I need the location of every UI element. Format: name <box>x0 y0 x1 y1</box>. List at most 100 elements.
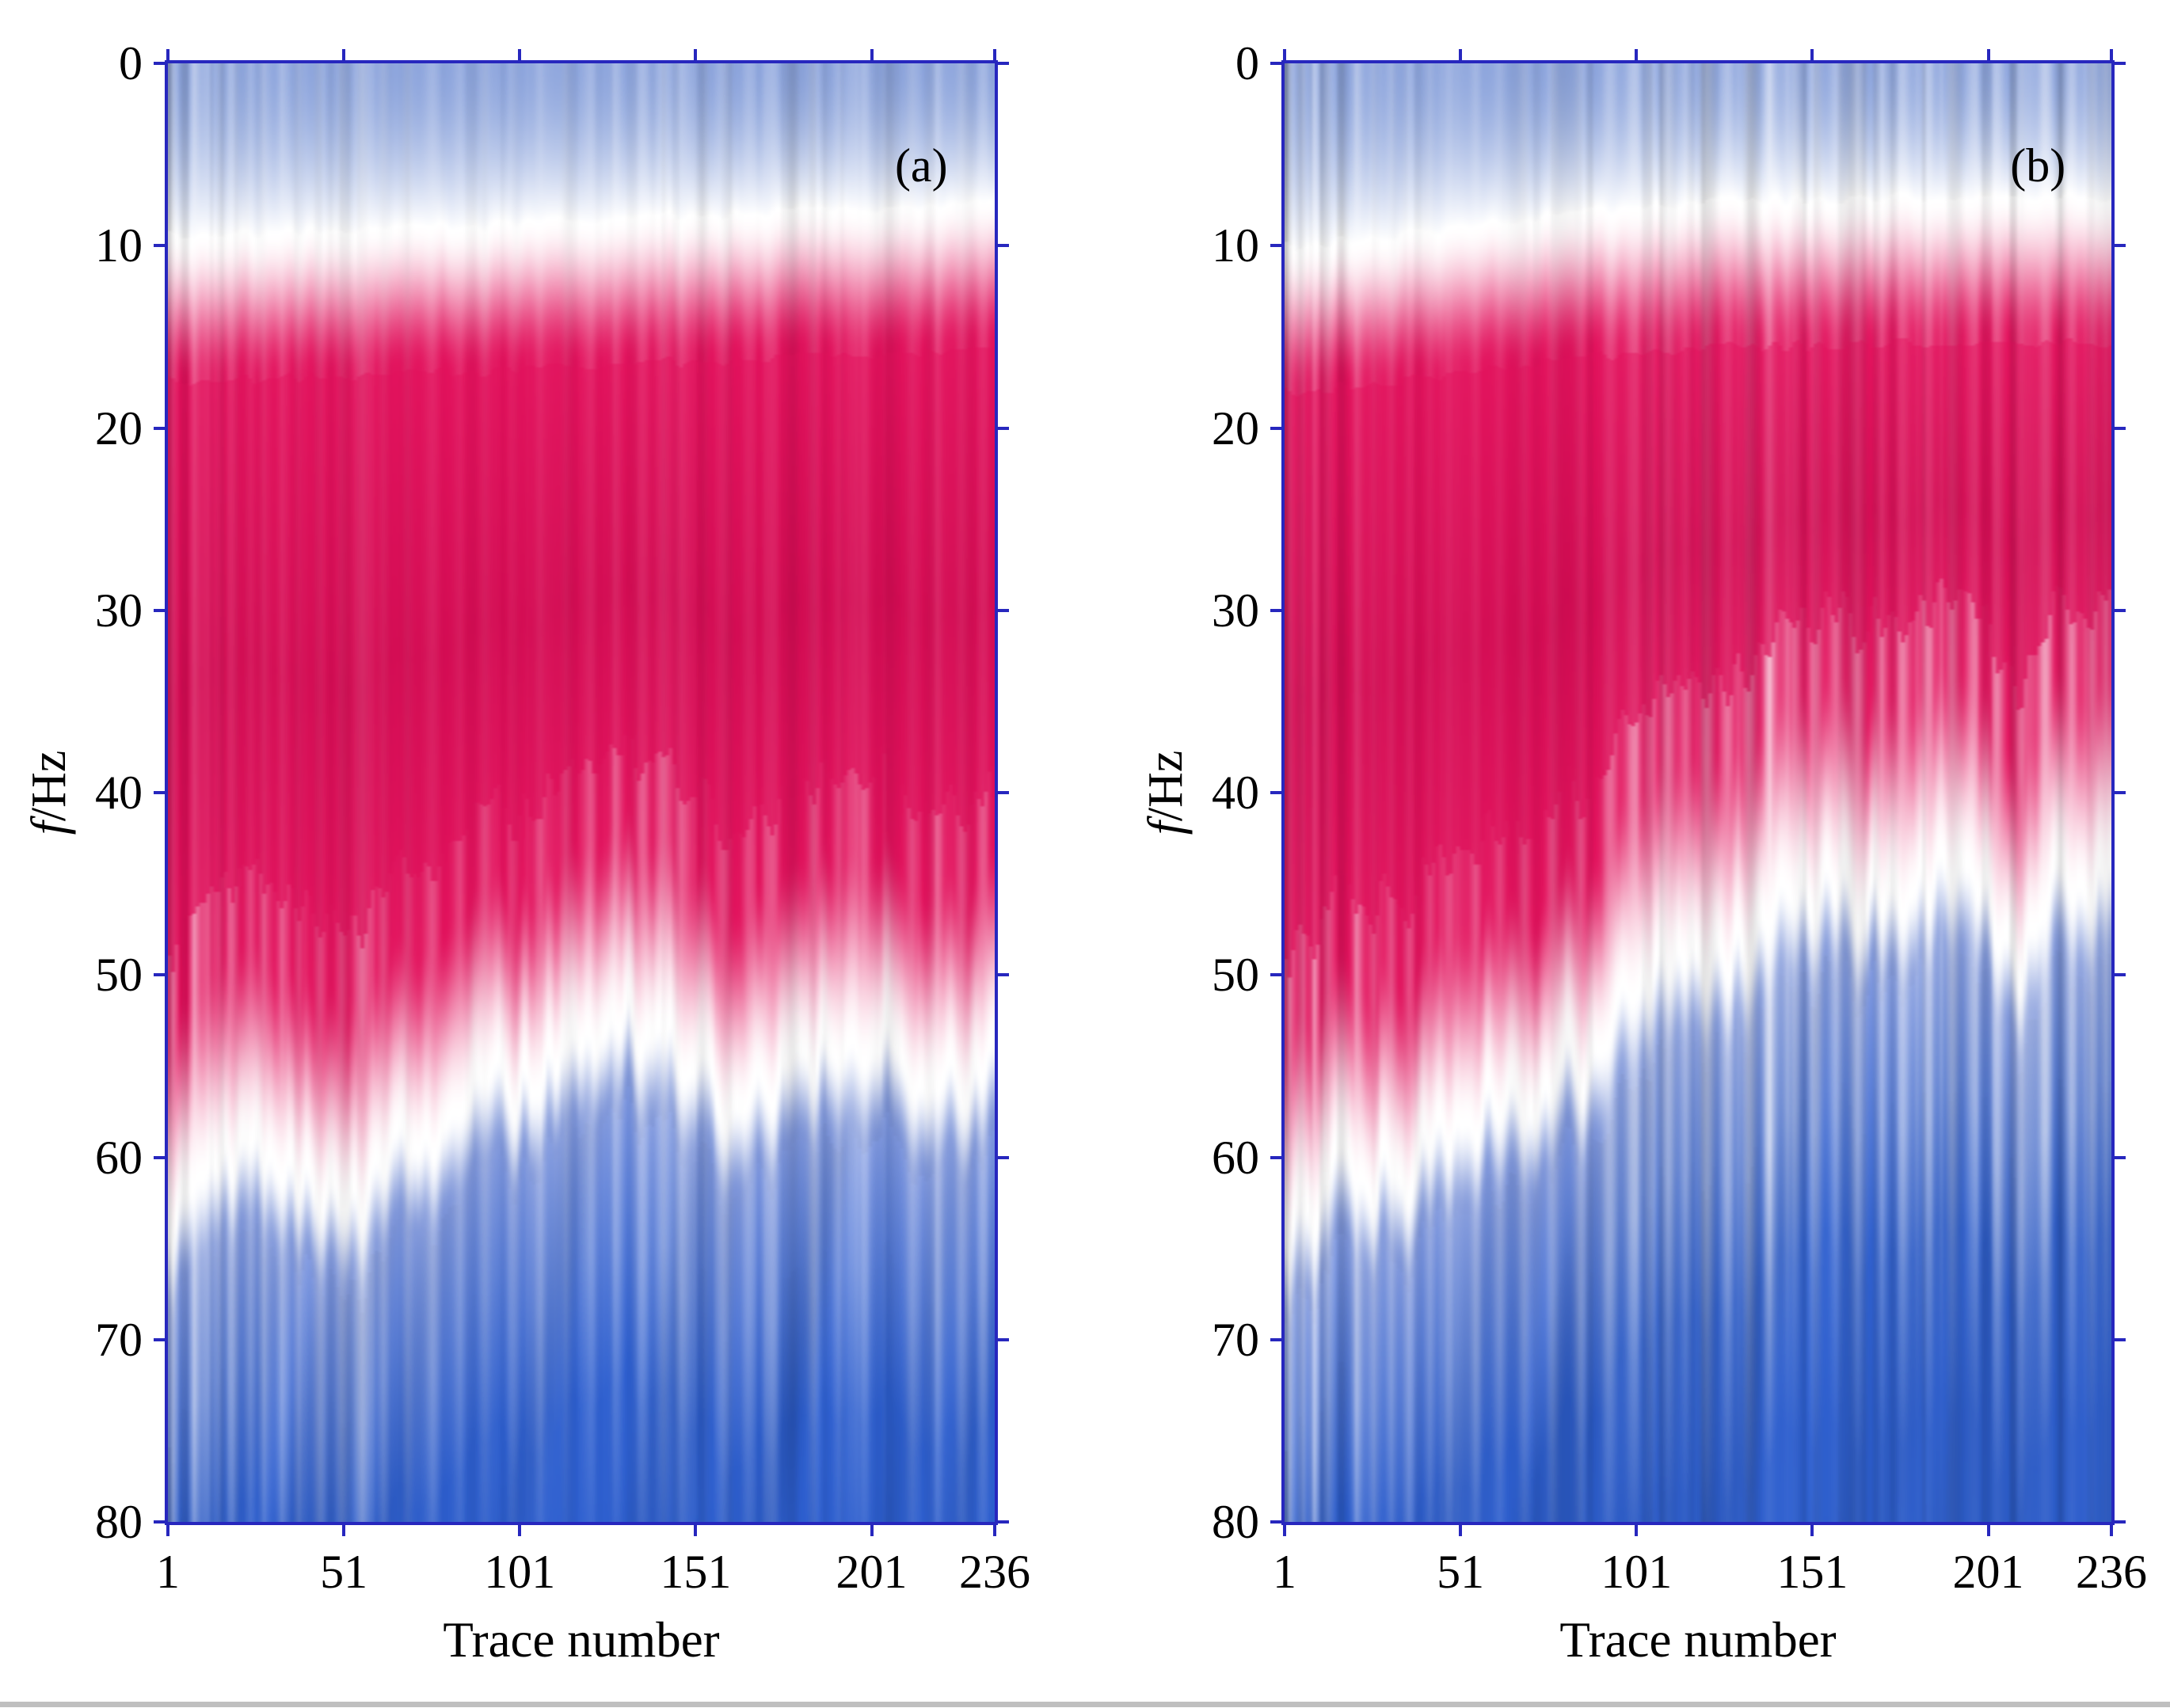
y-tick <box>2115 1337 2126 1341</box>
y-tick <box>1270 791 1281 794</box>
y-tick-label: 50 <box>95 949 143 1002</box>
x-tick <box>1459 49 1463 60</box>
y-tick <box>154 244 165 248</box>
y-tick <box>1270 244 1281 248</box>
y-tick <box>2115 1155 2126 1159</box>
x-tick <box>1986 49 1990 60</box>
figure-bottom-rule <box>0 1702 2170 1707</box>
y-tick-label: 20 <box>95 401 143 455</box>
x-tick <box>342 49 346 60</box>
y-tick-label: 10 <box>95 219 143 272</box>
x-tick <box>1283 1525 1286 1536</box>
y-tick-label: 30 <box>95 584 143 637</box>
x-tick <box>1810 49 1814 60</box>
x-tick-label: 151 <box>660 1546 732 1598</box>
y-tick <box>154 1520 165 1524</box>
x-tick-label: 201 <box>1952 1546 2024 1598</box>
y-axis-title-b-symbol: f <box>1139 821 1193 835</box>
y-tick-label: 70 <box>95 1313 143 1366</box>
y-tick-label: 60 <box>95 1131 143 1184</box>
y-tick <box>154 973 165 977</box>
y-tick-label: 50 <box>1212 949 1259 1002</box>
y-tick-label: 0 <box>1235 37 1259 89</box>
x-tick <box>342 1525 346 1536</box>
y-tick <box>1270 1155 1281 1159</box>
y-tick <box>154 1155 165 1159</box>
y-tick <box>998 1520 1009 1524</box>
y-tick <box>2115 1520 2126 1524</box>
y-tick <box>1270 1337 1281 1341</box>
x-tick <box>993 1525 996 1536</box>
y-tick-label: 80 <box>95 1496 143 1548</box>
x-tick-label: 51 <box>320 1546 368 1598</box>
y-tick <box>2115 973 2126 977</box>
y-tick-label: 20 <box>1212 401 1259 455</box>
x-tick <box>694 49 698 60</box>
x-tick <box>1986 1525 1990 1536</box>
y-tick <box>154 426 165 430</box>
y-tick <box>1270 608 1281 612</box>
x-tick <box>1635 49 1639 60</box>
panel-b-plot: (b) <box>1281 60 2115 1525</box>
panel-a-plot: (a) <box>165 60 998 1525</box>
y-tick <box>998 426 1009 430</box>
y-tick <box>998 973 1009 977</box>
y-tick-label: 40 <box>1212 767 1259 819</box>
x-tick-label: 51 <box>1437 1546 1485 1598</box>
y-tick <box>1270 426 1281 430</box>
x-tick <box>870 49 874 60</box>
x-tick <box>2110 1525 2113 1536</box>
x-axis-title-a: Trace number <box>443 1612 720 1668</box>
y-tick <box>154 1337 165 1341</box>
x-tick <box>1810 1525 1814 1536</box>
spectrum-heatmap-a <box>168 63 995 1522</box>
y-tick <box>998 608 1009 612</box>
x-tick <box>993 49 996 60</box>
x-tick <box>2110 49 2113 60</box>
y-tick-label: 0 <box>119 37 143 89</box>
y-tick <box>2115 244 2126 248</box>
x-tick-label: 151 <box>1776 1546 1848 1598</box>
x-tick <box>1459 1525 1463 1536</box>
x-tick-label: 1 <box>1273 1546 1296 1598</box>
x-tick <box>1283 49 1286 60</box>
y-tick <box>998 244 1009 248</box>
y-tick <box>1270 1520 1281 1524</box>
y-tick <box>2115 426 2126 430</box>
y-tick-label: 10 <box>1212 219 1259 272</box>
x-tick <box>518 1525 522 1536</box>
x-tick <box>870 1525 874 1536</box>
y-tick-label: 40 <box>95 767 143 819</box>
x-tick-label: 236 <box>2076 1546 2147 1598</box>
y-tick <box>998 1337 1009 1341</box>
spectrum-heatmap-b <box>1285 63 2111 1522</box>
y-tick <box>2115 62 2126 65</box>
y-tick <box>154 608 165 612</box>
y-tick <box>154 62 165 65</box>
y-tick <box>998 1155 1009 1159</box>
y-tick <box>998 62 1009 65</box>
x-tick-label: 101 <box>1601 1546 1673 1598</box>
y-tick <box>1270 62 1281 65</box>
y-tick <box>154 791 165 794</box>
y-tick-label: 30 <box>1212 584 1259 637</box>
x-tick <box>166 1525 169 1536</box>
x-tick-label: 101 <box>484 1546 556 1598</box>
y-axis-title-a-symbol: f <box>22 821 76 835</box>
x-tick-label: 201 <box>836 1546 908 1598</box>
y-tick <box>2115 791 2126 794</box>
y-tick <box>2115 608 2126 612</box>
y-tick-label: 70 <box>1212 1313 1259 1366</box>
x-tick-label: 1 <box>156 1546 180 1598</box>
x-axis-title-b: Trace number <box>1559 1612 1837 1668</box>
panel-label-b: (b) <box>2010 139 2066 192</box>
x-tick <box>694 1525 698 1536</box>
y-tick <box>998 791 1009 794</box>
x-tick <box>1635 1525 1639 1536</box>
x-tick <box>166 49 169 60</box>
x-tick-label: 236 <box>959 1546 1030 1598</box>
y-tick-label: 60 <box>1212 1131 1259 1184</box>
panel-label-a: (a) <box>894 139 948 192</box>
x-tick <box>518 49 522 60</box>
